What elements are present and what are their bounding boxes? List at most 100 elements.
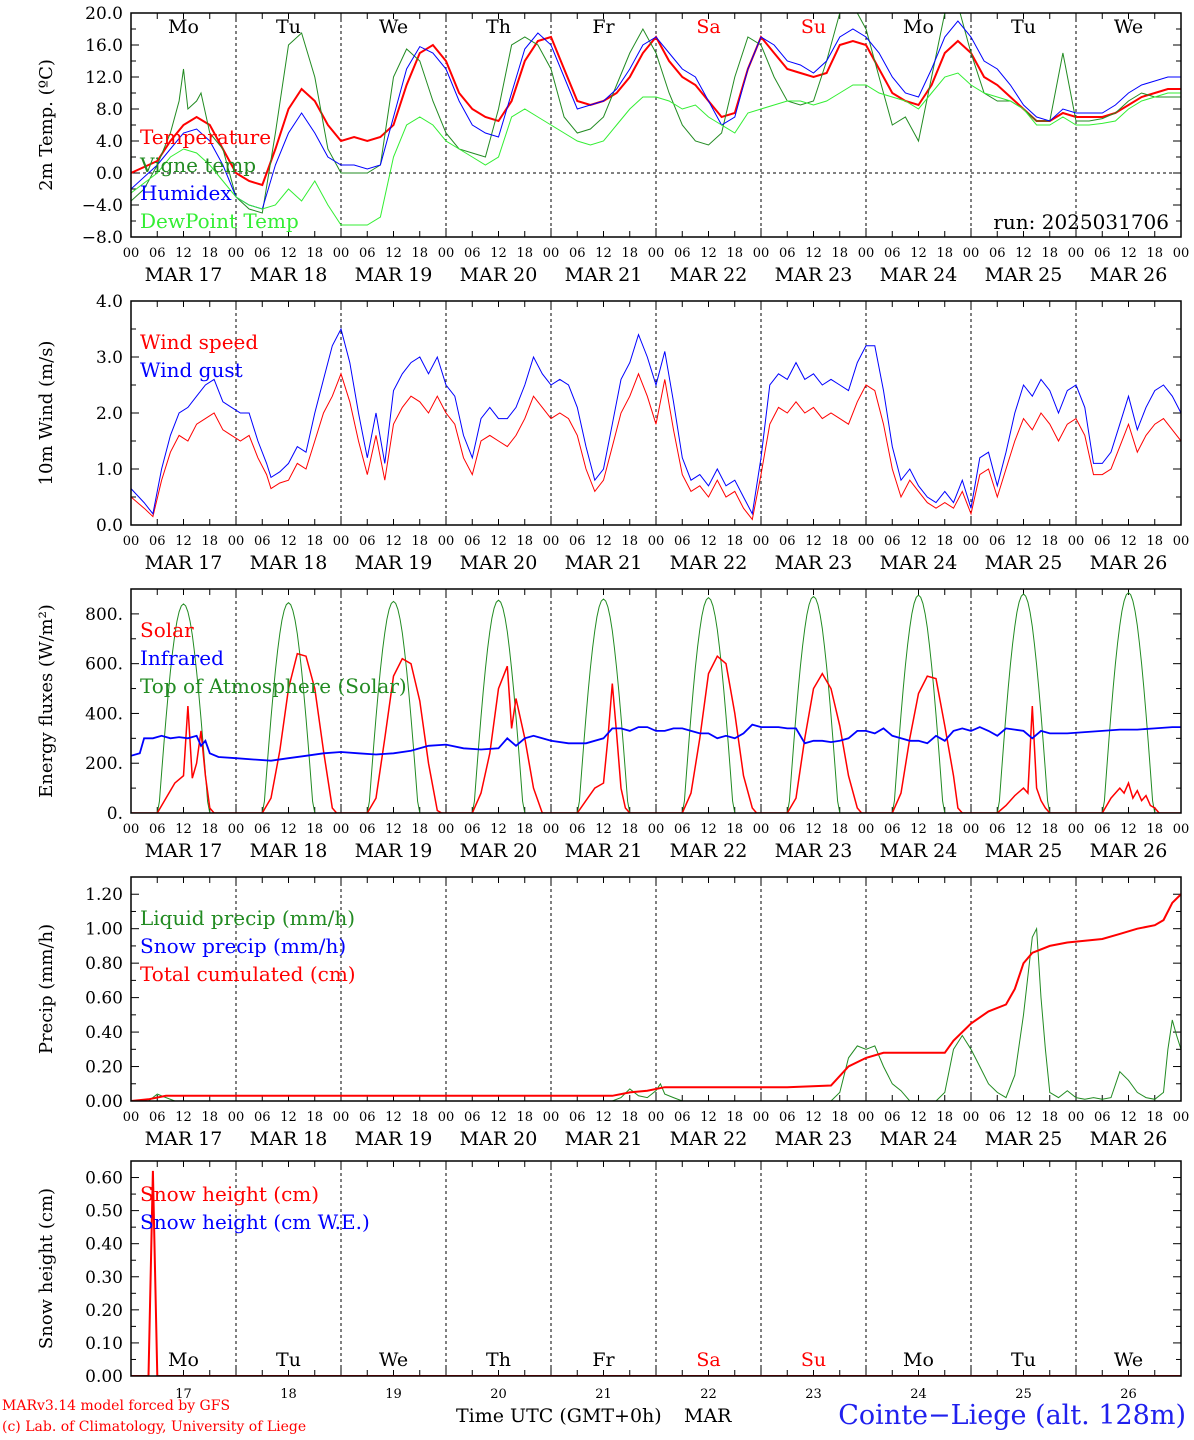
date-label: MAR 20 <box>460 552 538 574</box>
hour-tick-label: 12 <box>1015 822 1032 837</box>
date-label: MAR 21 <box>565 1128 643 1150</box>
y-tick-label: 0.40 <box>85 1235 123 1255</box>
day-label: Fr <box>592 1349 615 1371</box>
series-line <box>131 20 1181 210</box>
hour-tick-label: 18 <box>936 822 953 837</box>
y-tick-label: 0.00 <box>85 1092 123 1112</box>
hour-tick-label: 06 <box>254 1110 271 1125</box>
hour-tick-label: 12 <box>490 1110 507 1125</box>
model-credit: MARv3.14 model forced by GFS <box>2 1398 231 1414</box>
plot-frame <box>130 300 1182 526</box>
series-line <box>131 592 1181 813</box>
hour-tick-label: 12 <box>175 1110 192 1125</box>
hour-tick-label: 00 <box>123 822 140 837</box>
hour-tick-label: 18 <box>411 246 428 261</box>
date-label: MAR 21 <box>565 552 643 574</box>
hour-tick-label: 18 <box>201 822 218 837</box>
day-label: We <box>1114 1349 1143 1371</box>
hour-tick-label: 12 <box>490 534 507 549</box>
hour-tick-label: 18 <box>726 1110 743 1125</box>
hour-tick-label: 12 <box>595 534 612 549</box>
hour-tick-label: 06 <box>149 822 166 837</box>
hour-tick-label: 06 <box>779 246 796 261</box>
hour-tick-label: 00 <box>858 534 875 549</box>
legend-entry: Wind speed <box>140 330 258 354</box>
hour-tick-label: 12 <box>595 822 612 837</box>
date-label: MAR 24 <box>880 264 958 286</box>
y-tick-label: 16.0 <box>85 36 123 56</box>
hour-tick-label: 06 <box>674 246 691 261</box>
hour-tick-label: 00 <box>1173 534 1190 549</box>
hour-tick-label: 18 <box>306 1110 323 1125</box>
date-label: MAR 17 <box>145 264 223 286</box>
hour-tick-label: 12 <box>700 246 717 261</box>
hour-tick-label: 12 <box>700 822 717 837</box>
date-label: MAR 19 <box>355 1128 433 1150</box>
hour-tick-label: 18 <box>726 822 743 837</box>
y-tick-label: 0.80 <box>85 954 123 974</box>
hour-tick-label: 18 <box>1146 246 1163 261</box>
hour-tick-label: 00 <box>333 534 350 549</box>
y-tick-label: 200. <box>85 754 123 774</box>
day-label: Tu <box>1011 16 1036 38</box>
day-label: Fr <box>592 16 615 38</box>
hour-tick-label: 12 <box>1120 822 1137 837</box>
hour-tick-label: 00 <box>648 1110 665 1125</box>
hour-tick-label: 18 <box>306 822 323 837</box>
y-tick-label: 0.60 <box>85 1169 123 1189</box>
legend-entry: Liquid precip (mm/h) <box>140 906 355 930</box>
date-label: 18 <box>280 1387 297 1402</box>
y-tick-label: 0.0 <box>96 516 123 536</box>
series-group <box>131 13 1181 226</box>
hour-tick-label: 00 <box>543 246 560 261</box>
date-label: MAR 18 <box>250 552 328 574</box>
series-group <box>131 892 1181 1101</box>
date-label: 23 <box>805 1387 822 1402</box>
day-label: Su <box>801 1349 826 1371</box>
hour-tick-label: 06 <box>884 822 901 837</box>
y-tick-label: 0. <box>107 804 123 824</box>
date-label: 20 <box>490 1387 507 1402</box>
hour-tick-label: 18 <box>411 534 428 549</box>
panel-temperature: 20.0 16.0 12.0 8.0 4.0 0.0 −4.0 −8.0 2m Temp. (º… <box>36 4 1189 286</box>
hour-tick-label: 18 <box>726 534 743 549</box>
series-line <box>131 372 1181 521</box>
hour-tick-label: 12 <box>490 822 507 837</box>
date-label: MAR 23 <box>775 264 853 286</box>
hour-tick-label: 18 <box>516 534 533 549</box>
hour-tick-label: 00 <box>648 246 665 261</box>
hour-tick-label: 12 <box>910 1110 927 1125</box>
legend-entry: DewPoint Temp <box>140 209 299 233</box>
date-label: 17 <box>175 1387 192 1402</box>
y-tick-label: 12.0 <box>85 68 123 88</box>
day-label: Sa <box>696 16 720 38</box>
hour-tick-label: 06 <box>989 534 1006 549</box>
hour-tick-label: 18 <box>1041 1110 1058 1125</box>
hour-tick-label: 06 <box>989 1110 1006 1125</box>
hour-tick-label: 00 <box>753 822 770 837</box>
hour-tick-label: 12 <box>175 534 192 549</box>
hour-tick-label: 12 <box>1120 1110 1137 1125</box>
hour-tick-label: 18 <box>936 534 953 549</box>
hour-tick-label: 12 <box>595 246 612 261</box>
day-label: Tu <box>1011 1349 1036 1371</box>
hour-tick-label: 06 <box>1094 246 1111 261</box>
y-tick-label: −8.0 <box>82 228 123 248</box>
hour-tick-label: 06 <box>569 822 586 837</box>
hour-tick-label: 00 <box>963 246 980 261</box>
date-label: MAR 24 <box>880 552 958 574</box>
hour-tick-label: 18 <box>1146 534 1163 549</box>
hour-tick-label: 18 <box>621 1110 638 1125</box>
series-line <box>131 327 1181 516</box>
hour-tick-label: 06 <box>149 1110 166 1125</box>
hour-tick-label: 12 <box>595 1110 612 1125</box>
hour-tick-label: 06 <box>779 534 796 549</box>
hour-tick-label: 00 <box>1173 246 1190 261</box>
hour-tick-label: 12 <box>1120 246 1137 261</box>
hour-tick-label: 06 <box>779 822 796 837</box>
hour-tick-label: 00 <box>438 822 455 837</box>
day-label: Mo <box>168 1349 199 1371</box>
y-tick-label: 0.20 <box>85 1058 123 1078</box>
hour-tick-label: 00 <box>543 822 560 837</box>
day-label: Mo <box>903 1349 934 1371</box>
